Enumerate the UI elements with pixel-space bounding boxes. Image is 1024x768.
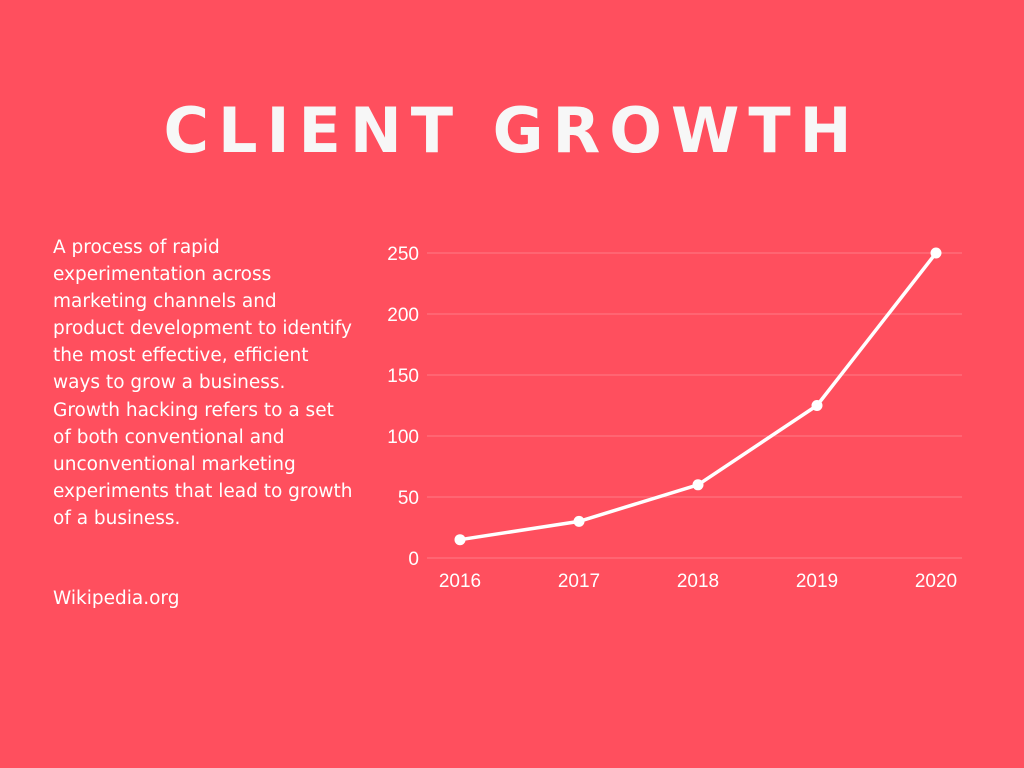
x-axis-labels: 2016 2017 2018 2019 2020 <box>439 571 957 592</box>
x-tick-label-2019: 2019 <box>796 571 838 592</box>
data-point-2017 <box>573 515 585 527</box>
x-tick-label-2018: 2018 <box>677 571 719 592</box>
x-tick-label-2020: 2020 <box>915 571 957 592</box>
source-text: Wikipedia.org <box>53 588 180 609</box>
data-point-2018 <box>692 479 704 491</box>
y-tick-label-50: 50 <box>398 488 419 509</box>
growth-line-chart: 0 50 100 150 200 250 2016 2017 2018 2019 2020 <box>387 244 962 592</box>
x-tick-label-2016: 2016 <box>439 571 481 592</box>
data-point-2016 <box>454 534 466 546</box>
data-point-2020 <box>930 247 942 259</box>
x-tick-label-2017: 2017 <box>558 571 600 592</box>
y-tick-label-150: 150 <box>387 366 419 387</box>
description-text: A process of rapid experimentation acros… <box>53 237 353 529</box>
grid-lines <box>427 252 962 559</box>
data-point-2019 <box>811 400 823 411</box>
y-tick-label-200: 200 <box>387 305 419 326</box>
data-points <box>454 247 942 546</box>
y-tick-label-250: 250 <box>387 244 419 265</box>
y-axis-labels: 0 50 100 150 200 250 <box>387 244 419 570</box>
y-tick-label-100: 100 <box>387 427 419 448</box>
y-tick-label-0: 0 <box>408 549 419 570</box>
slide-title: CLIENT GROWTH <box>163 94 861 167</box>
